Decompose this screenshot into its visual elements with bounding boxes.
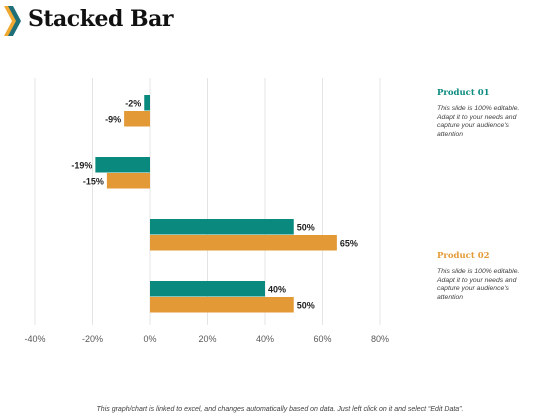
bar-product-02 xyxy=(124,111,150,127)
data-label: 50% xyxy=(297,300,315,310)
description-line: capture your audience's xyxy=(437,122,509,130)
legend-description: This slide is 100% editable. Adapt it to… xyxy=(437,268,555,302)
x-tick-label: 60% xyxy=(313,334,331,344)
x-tick-label: 40% xyxy=(256,334,274,344)
legend-note-product-02: Product 02 This slide is 100% editable. … xyxy=(437,251,555,302)
description-line: attention xyxy=(437,293,464,301)
x-tick-label: 0% xyxy=(143,334,156,344)
legend-note-product-01: Product 01 This slide is 100% editable. … xyxy=(437,88,555,139)
description-line: Adapt it to your needs and xyxy=(437,276,517,284)
description-line: attention xyxy=(437,130,464,138)
bar-product-01 xyxy=(150,281,265,297)
description-line: Adapt it to your needs and xyxy=(437,113,517,121)
data-label: 40% xyxy=(268,284,286,294)
bar-product-01 xyxy=(95,157,150,173)
description-line: capture your audience's xyxy=(437,285,509,293)
data-label: -2% xyxy=(125,98,141,108)
bar-product-02 xyxy=(150,235,337,251)
legend-heading: Product 02 xyxy=(437,251,490,261)
chevron-logo-icon xyxy=(4,6,21,36)
data-label: 50% xyxy=(297,222,315,232)
data-label: 65% xyxy=(340,238,358,248)
footer-note: This graph/chart is linked to excel, and… xyxy=(96,406,464,413)
x-tick-label: 20% xyxy=(198,334,216,344)
data-label: -9% xyxy=(105,114,121,124)
description-line: This slide is 100% editable. xyxy=(437,105,520,112)
bar-product-01 xyxy=(144,95,150,111)
data-label: -15% xyxy=(83,176,104,186)
x-tick-label: -20% xyxy=(82,334,103,344)
bar-product-02 xyxy=(150,297,294,313)
description-line: This slide is 100% editable. xyxy=(437,268,520,275)
x-tick-label: 80% xyxy=(371,334,389,344)
bar-product-01 xyxy=(150,219,294,235)
legend-heading: Product 01 xyxy=(437,88,490,98)
data-label: -19% xyxy=(71,160,92,170)
x-tick-label: -40% xyxy=(24,334,45,344)
page-title: Stacked Bar xyxy=(28,6,173,32)
bar-product-02 xyxy=(106,173,150,189)
chevron-front-shape xyxy=(8,6,21,36)
legend-description: This slide is 100% editable. Adapt it to… xyxy=(437,105,555,139)
